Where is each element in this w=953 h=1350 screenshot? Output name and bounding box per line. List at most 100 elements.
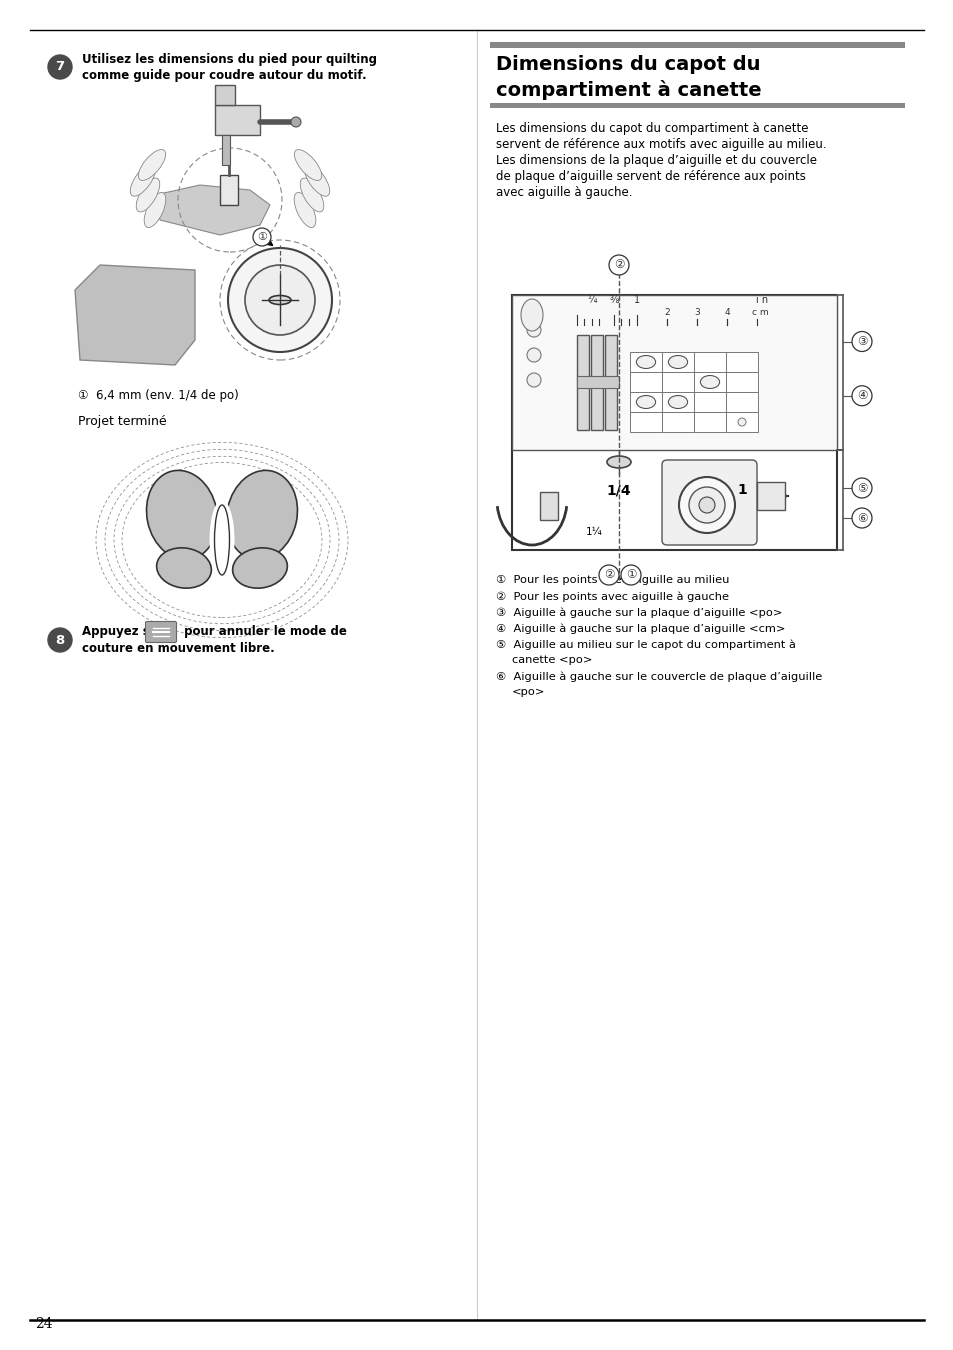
Text: ②: ② (613, 258, 623, 271)
Circle shape (228, 248, 332, 352)
Bar (725, 412, 758, 432)
Circle shape (851, 478, 871, 498)
Circle shape (526, 373, 540, 387)
Text: Projet terminé: Projet terminé (78, 416, 167, 428)
Circle shape (851, 386, 871, 406)
Text: compartiment à canette: compartiment à canette (496, 80, 760, 100)
Bar (512, 296, 836, 450)
Ellipse shape (520, 298, 542, 331)
Text: c m: c m (751, 308, 767, 317)
Text: 8: 8 (55, 633, 65, 647)
Bar (629, 392, 661, 412)
Text: ⑥: ⑥ (856, 512, 866, 525)
Text: ①  6,4 mm (env. 1/4 de po): ① 6,4 mm (env. 1/4 de po) (78, 389, 238, 401)
Circle shape (253, 228, 271, 246)
Text: ①: ① (625, 568, 636, 582)
Text: servent de référence aux motifs avec aiguille au milieu.: servent de référence aux motifs avec aig… (496, 138, 825, 151)
Circle shape (620, 566, 640, 585)
Bar (220, 176, 237, 205)
Bar (661, 373, 693, 391)
Bar (693, 392, 725, 412)
Text: 24: 24 (35, 1318, 52, 1331)
Text: ¼: ¼ (587, 296, 597, 305)
Ellipse shape (214, 505, 230, 575)
Circle shape (688, 487, 724, 522)
Bar (629, 352, 661, 373)
Circle shape (526, 323, 540, 338)
Ellipse shape (668, 355, 687, 369)
Bar (490, 42, 904, 49)
Text: 7: 7 (55, 61, 65, 73)
Text: <po>: <po> (512, 687, 545, 697)
Circle shape (679, 477, 734, 533)
Bar (512, 296, 836, 549)
Ellipse shape (210, 500, 234, 580)
Text: canette <po>: canette <po> (512, 655, 592, 666)
Ellipse shape (304, 163, 330, 196)
Text: 4: 4 (723, 308, 729, 317)
Bar (604, 335, 617, 431)
Text: comme guide pour coudre autour du motif.: comme guide pour coudre autour du motif. (82, 69, 366, 81)
Text: 1/4: 1/4 (606, 483, 631, 497)
Circle shape (526, 348, 540, 362)
Text: Les dimensions de la plaque d’aiguille et du couvercle: Les dimensions de la plaque d’aiguille e… (496, 154, 816, 167)
Bar (629, 412, 661, 432)
Polygon shape (154, 185, 270, 235)
Bar (222, 135, 230, 165)
Bar (693, 352, 725, 373)
Text: 3: 3 (694, 308, 700, 317)
Bar (577, 335, 588, 431)
Text: pour annuler le mode de: pour annuler le mode de (180, 625, 347, 639)
Bar (725, 373, 758, 391)
Circle shape (48, 628, 71, 652)
Text: i n: i n (755, 296, 767, 305)
Text: 1¼: 1¼ (585, 526, 601, 537)
Text: ⅜: ⅜ (609, 296, 618, 305)
Circle shape (598, 566, 618, 585)
Text: avec aiguille à gauche.: avec aiguille à gauche. (496, 186, 632, 198)
Ellipse shape (636, 396, 655, 409)
Text: ③  Aiguille à gauche sur la plaque d’aiguille <po>: ③ Aiguille à gauche sur la plaque d’aigu… (496, 608, 781, 617)
Text: ①: ① (256, 232, 267, 242)
Text: Utilisez les dimensions du pied pour quilting: Utilisez les dimensions du pied pour qui… (82, 53, 376, 66)
Text: Dimensions du capot du: Dimensions du capot du (496, 55, 760, 74)
Ellipse shape (144, 193, 166, 228)
Bar (629, 373, 661, 391)
Circle shape (851, 332, 871, 351)
Text: Les dimensions du capot du compartiment à canette: Les dimensions du capot du compartiment … (496, 122, 807, 135)
Bar (214, 85, 234, 105)
Bar (490, 103, 904, 108)
Text: ⑥  Aiguille à gauche sur le couvercle de plaque d’aiguille: ⑥ Aiguille à gauche sur le couvercle de … (496, 671, 821, 682)
Ellipse shape (131, 163, 155, 196)
Polygon shape (75, 265, 194, 365)
Ellipse shape (668, 396, 687, 409)
Text: ①  Pour les points avec aiguille au milieu: ① Pour les points avec aiguille au milie… (496, 575, 729, 585)
Bar (661, 392, 693, 412)
Text: ④: ④ (856, 389, 866, 402)
Bar (661, 352, 693, 373)
Circle shape (738, 418, 745, 427)
Ellipse shape (700, 375, 719, 389)
Circle shape (291, 117, 301, 127)
FancyBboxPatch shape (146, 621, 176, 643)
Text: 1: 1 (737, 483, 746, 497)
Bar (693, 412, 725, 432)
Text: ⑤  Aiguille au milieu sur le capot du compartiment à: ⑤ Aiguille au milieu sur le capot du com… (496, 639, 795, 649)
Ellipse shape (294, 193, 315, 228)
Bar (214, 105, 260, 135)
Circle shape (48, 55, 71, 80)
Bar (725, 352, 758, 373)
Text: ②  Pour les points avec aiguille à gauche: ② Pour les points avec aiguille à gauche (496, 591, 728, 602)
Ellipse shape (233, 548, 287, 589)
Text: ⑤: ⑤ (856, 482, 866, 494)
Ellipse shape (269, 296, 291, 305)
Text: couture en mouvement libre.: couture en mouvement libre. (82, 641, 274, 655)
Text: 1: 1 (634, 296, 639, 305)
Ellipse shape (136, 178, 159, 212)
Text: de plaque d’aiguille servent de référence aux points: de plaque d’aiguille servent de référenc… (496, 170, 805, 184)
Text: 2: 2 (663, 308, 669, 317)
Text: Appuyez sur: Appuyez sur (82, 625, 164, 639)
Ellipse shape (156, 548, 212, 589)
Bar (693, 373, 725, 391)
Text: ②: ② (603, 568, 614, 582)
